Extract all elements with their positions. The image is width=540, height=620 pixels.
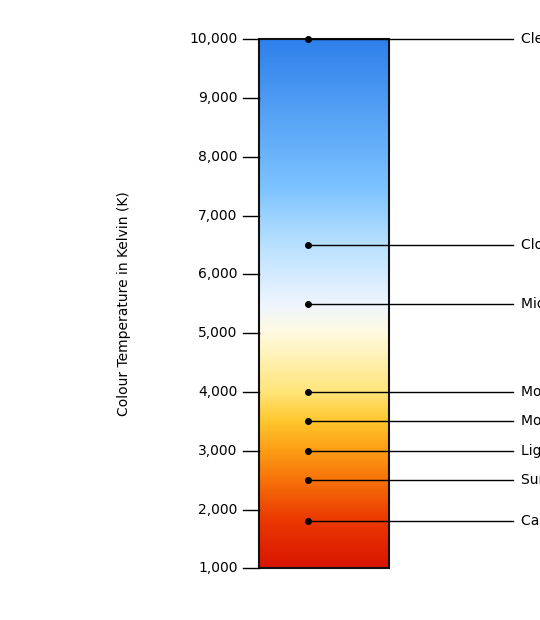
Text: 7,000: 7,000 [198, 208, 238, 223]
Text: 1,000: 1,000 [198, 562, 238, 575]
Text: Moonlight (4,000): Moonlight (4,000) [521, 385, 540, 399]
Text: Cloudy sky (6,500): Cloudy sky (6,500) [521, 238, 540, 252]
Text: 6,000: 6,000 [198, 267, 238, 281]
Text: Candle flame (1,800): Candle flame (1,800) [521, 515, 540, 528]
Text: 3,000: 3,000 [198, 444, 238, 458]
Text: Lightbulb (3,000): Lightbulb (3,000) [521, 444, 540, 458]
Text: Colour Temperature in Kelvin (K): Colour Temperature in Kelvin (K) [117, 192, 131, 416]
Text: Sunrise/sunset (2,500): Sunrise/sunset (2,500) [521, 473, 540, 487]
Text: Morning/evening sun (3,500): Morning/evening sun (3,500) [521, 414, 540, 428]
Text: Midday sun (5,500): Midday sun (5,500) [521, 297, 540, 311]
Bar [259, 39, 389, 569]
Text: 8,000: 8,000 [198, 150, 238, 164]
Text: 5,000: 5,000 [198, 326, 238, 340]
Text: 4,000: 4,000 [198, 385, 238, 399]
Text: 2,000: 2,000 [198, 503, 238, 516]
Text: 10,000: 10,000 [190, 32, 238, 46]
Text: Clear blue sky (10,000): Clear blue sky (10,000) [521, 32, 540, 46]
Text: 9,000: 9,000 [198, 91, 238, 105]
